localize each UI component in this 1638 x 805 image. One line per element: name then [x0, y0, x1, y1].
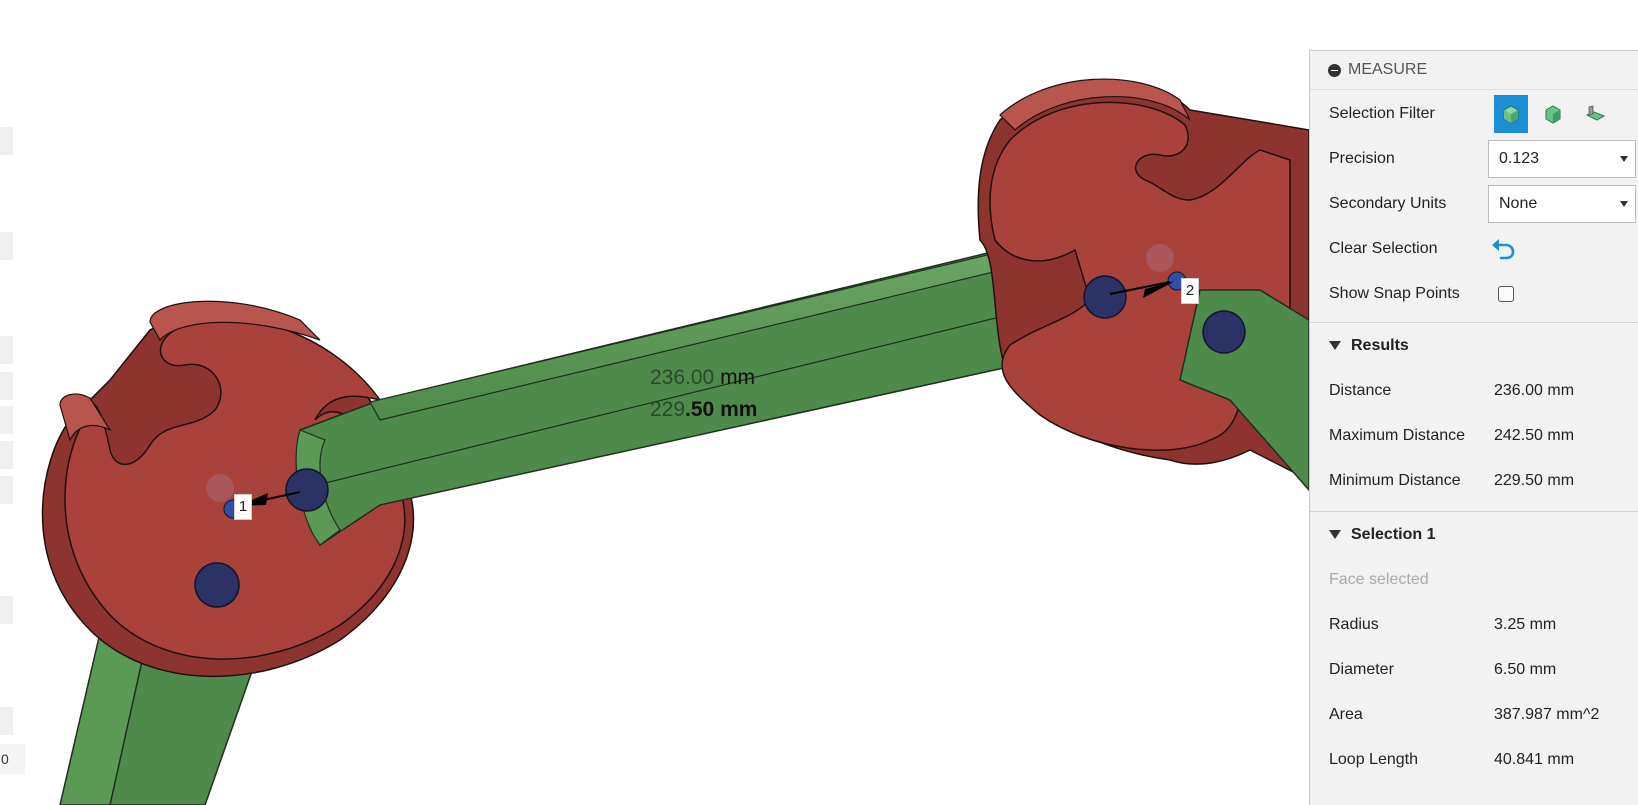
result-row-minimum-distance: Minimum Distance 229.50 mm: [1310, 458, 1638, 503]
selection-value: 3.25 mm: [1494, 615, 1557, 633]
selection-filter-row: Selection Filter: [1310, 91, 1638, 136]
collapse-icon[interactable]: [1328, 63, 1341, 77]
selection-value: 40.841 mm: [1494, 750, 1575, 768]
precision-dropdown[interactable]: 0.123: [1488, 139, 1636, 178]
selection-label: Radius: [1329, 615, 1379, 633]
selection-1-info-row: Face selected: [1310, 557, 1638, 602]
model-scene[interactable]: [0, 0, 1309, 805]
selection-row-radius: Radius 3.25 mm: [1310, 602, 1638, 647]
panel-header[interactable]: MEASURE: [1310, 51, 1638, 90]
result-label: Maximum Distance: [1329, 426, 1466, 444]
left-toolbar-tab[interactable]: [0, 127, 13, 155]
result-value: 229.50 mm: [1494, 471, 1575, 489]
left-toolbar-tab[interactable]: [0, 441, 13, 469]
secondary-units-row: Secondary Units None: [1310, 181, 1638, 226]
result-row-distance: Distance 236.00 mm: [1310, 368, 1638, 413]
clear-selection-row: Clear Selection: [1310, 226, 1638, 271]
chevron-down-icon: [1620, 200, 1628, 207]
selection-filter-label: Selection Filter: [1329, 104, 1435, 122]
precision-label: Precision: [1329, 149, 1395, 167]
selection-row-diameter: Diameter 6.50 mm: [1310, 647, 1638, 692]
left-disc[interactable]: [41, 300, 415, 677]
min-distance-overlay-label: 229.50 mm: [650, 398, 757, 422]
selection-label: Diameter: [1329, 660, 1394, 678]
measure-panel: MEASURE Selection Filter Precision: [1309, 50, 1638, 805]
secondary-units-dropdown[interactable]: None: [1488, 184, 1636, 223]
left-toolbar-tab[interactable]: [0, 476, 13, 504]
selection-label: Area: [1329, 705, 1363, 723]
triangle-down-icon[interactable]: [1329, 530, 1341, 539]
left-toolbar-tab[interactable]: [0, 232, 13, 260]
left-value-field[interactable]: 0: [0, 744, 25, 774]
result-label: Distance: [1329, 381, 1392, 399]
distance-overlay-label: 236.00 mm: [650, 366, 755, 390]
result-value: 236.00 mm: [1494, 381, 1575, 399]
show-snap-points-row: Show Snap Points: [1310, 271, 1638, 316]
selection-row-area: Area 387.987 mm^2: [1310, 692, 1638, 737]
undo-arrow-icon[interactable]: [1490, 237, 1516, 261]
show-snap-points-checkbox[interactable]: [1498, 285, 1514, 302]
left-toolbar-tab[interactable]: [0, 406, 13, 434]
panel-title: MEASURE: [1348, 61, 1428, 78]
selection-1-info: Face selected: [1329, 570, 1429, 588]
secondary-units-value: None: [1499, 194, 1538, 212]
main-link-bar[interactable]: [295, 239, 1096, 547]
face-filter-icon: [1545, 104, 1561, 124]
edge-filter-button[interactable]: [1578, 95, 1612, 133]
selection-1-section-header[interactable]: Selection 1: [1310, 512, 1638, 557]
left-toolbar-tab[interactable]: [0, 707, 13, 735]
face-filter-button[interactable]: [1536, 95, 1570, 133]
point-2-tag: 2: [1181, 278, 1199, 304]
result-value: 242.50 mm: [1494, 426, 1575, 444]
selection-value: 387.987 mm^2: [1494, 705, 1600, 723]
min-distance-overlay-number: 229: [650, 398, 686, 421]
selection-label: Loop Length: [1329, 750, 1418, 768]
distance-overlay-number: 236.00: [650, 366, 715, 389]
left-toolbar-tab[interactable]: [0, 596, 13, 624]
distance-overlay-unit: mm: [714, 366, 756, 389]
min-distance-overlay-rest: .50 mm: [685, 398, 758, 421]
results-section-header[interactable]: Results: [1310, 323, 1638, 368]
point-1-tag: 1: [234, 494, 252, 520]
result-label: Minimum Distance: [1329, 471, 1461, 489]
show-snap-points-label: Show Snap Points: [1329, 284, 1460, 302]
left-toolbar-tab[interactable]: [0, 372, 13, 400]
joint-pins: [194, 275, 1246, 608]
divider: [1310, 322, 1638, 323]
body-filter-button[interactable]: [1494, 94, 1528, 133]
selection-value: 6.50 mm: [1494, 660, 1557, 678]
left-toolbar-tab[interactable]: [0, 336, 13, 364]
selection-row-loop-length: Loop Length 40.841 mm: [1310, 737, 1638, 782]
precision-row: Precision 0.123: [1310, 136, 1638, 181]
triangle-down-icon[interactable]: [1329, 341, 1341, 350]
chevron-down-icon: [1620, 155, 1628, 162]
measure-snap-points[interactable]: [206, 244, 1187, 519]
results-title: Results: [1351, 336, 1409, 354]
selection-1-title: Selection 1: [1351, 525, 1436, 543]
body-filter-icon: [1503, 104, 1519, 124]
result-row-maximum-distance: Maximum Distance 242.50 mm: [1310, 413, 1638, 458]
precision-value: 0.123: [1499, 149, 1540, 167]
divider: [1310, 511, 1638, 512]
secondary-units-label: Secondary Units: [1329, 194, 1447, 212]
clear-selection-label: Clear Selection: [1329, 239, 1438, 257]
edge-filter-icon: [1585, 104, 1606, 121]
